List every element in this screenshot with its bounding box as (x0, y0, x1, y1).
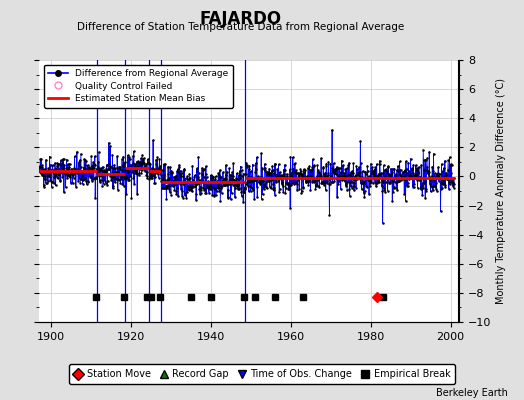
Text: FAJARDO: FAJARDO (200, 10, 282, 28)
Y-axis label: Monthly Temperature Anomaly Difference (°C): Monthly Temperature Anomaly Difference (… (496, 78, 506, 304)
Text: Difference of Station Temperature Data from Regional Average: Difference of Station Temperature Data f… (78, 22, 405, 32)
Text: Berkeley Earth: Berkeley Earth (436, 388, 508, 398)
Legend: Difference from Regional Average, Quality Control Failed, Estimated Station Mean: Difference from Regional Average, Qualit… (44, 64, 233, 108)
Legend: Station Move, Record Gap, Time of Obs. Change, Empirical Break: Station Move, Record Gap, Time of Obs. C… (69, 364, 455, 384)
